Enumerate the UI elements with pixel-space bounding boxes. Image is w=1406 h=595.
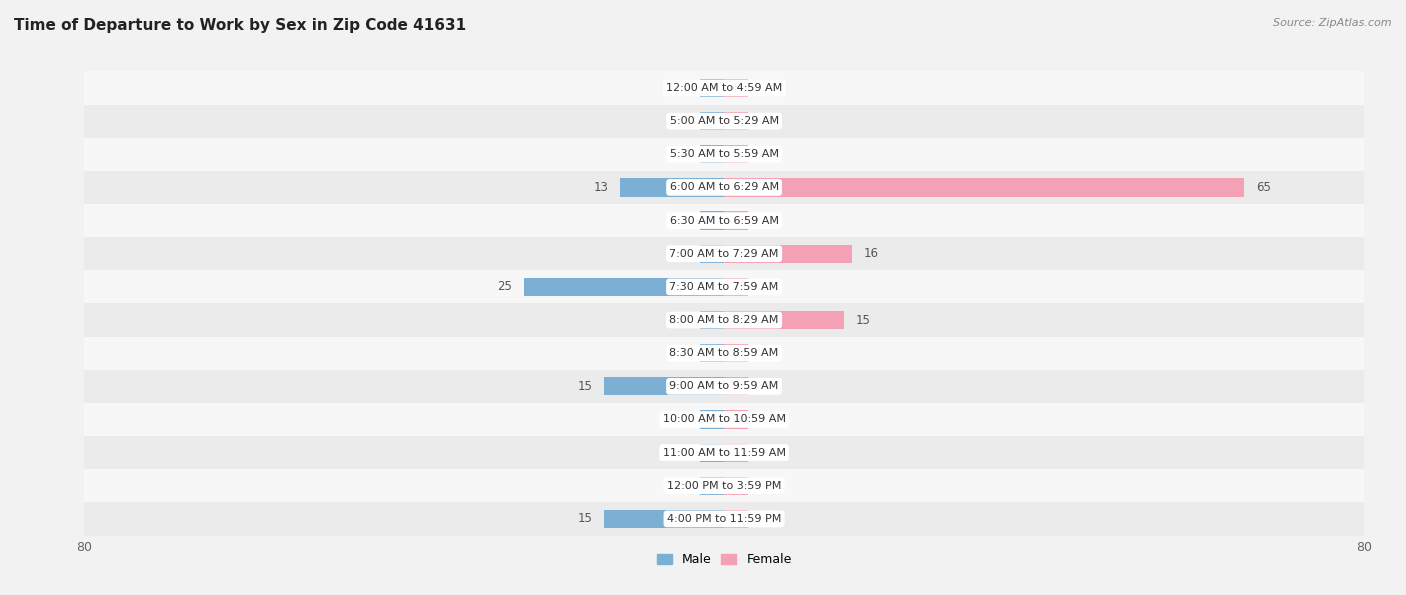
Text: 0: 0 <box>761 214 768 227</box>
Text: 0: 0 <box>681 248 688 260</box>
Bar <box>84 137 1364 171</box>
Bar <box>724 443 748 462</box>
Bar <box>84 171 1364 204</box>
Bar <box>605 510 724 528</box>
Text: 12:00 AM to 4:59 AM: 12:00 AM to 4:59 AM <box>666 83 782 93</box>
Text: 0: 0 <box>681 314 688 327</box>
Bar <box>724 311 844 329</box>
Bar <box>84 204 1364 237</box>
Bar <box>84 270 1364 303</box>
Text: 0: 0 <box>761 380 768 393</box>
Text: 0: 0 <box>681 82 688 95</box>
Bar <box>724 211 748 230</box>
Text: 0: 0 <box>761 413 768 426</box>
Bar <box>84 502 1364 536</box>
Text: 4:00 PM to 11:59 PM: 4:00 PM to 11:59 PM <box>666 514 782 524</box>
Text: 65: 65 <box>1256 181 1271 194</box>
Text: 6:30 AM to 6:59 AM: 6:30 AM to 6:59 AM <box>669 215 779 226</box>
Text: 0: 0 <box>681 480 688 492</box>
Bar <box>724 377 748 396</box>
Text: 0: 0 <box>681 148 688 161</box>
Text: 10:00 AM to 10:59 AM: 10:00 AM to 10:59 AM <box>662 415 786 424</box>
Text: 8:30 AM to 8:59 AM: 8:30 AM to 8:59 AM <box>669 348 779 358</box>
Bar <box>84 105 1364 137</box>
Text: 6:00 AM to 6:29 AM: 6:00 AM to 6:29 AM <box>669 183 779 192</box>
Text: 0: 0 <box>681 413 688 426</box>
Bar <box>700 211 724 230</box>
Bar <box>620 178 724 196</box>
Bar <box>700 79 724 97</box>
Text: 8:00 AM to 8:29 AM: 8:00 AM to 8:29 AM <box>669 315 779 325</box>
Text: Time of Departure to Work by Sex in Zip Code 41631: Time of Departure to Work by Sex in Zip … <box>14 18 467 33</box>
Bar <box>724 344 748 362</box>
Text: 12:00 PM to 3:59 PM: 12:00 PM to 3:59 PM <box>666 481 782 491</box>
Text: 0: 0 <box>761 512 768 525</box>
Bar <box>724 510 748 528</box>
Bar <box>724 411 748 428</box>
Text: 0: 0 <box>681 446 688 459</box>
Bar <box>84 237 1364 270</box>
Text: Source: ZipAtlas.com: Source: ZipAtlas.com <box>1274 18 1392 28</box>
Bar <box>605 377 724 396</box>
Bar <box>700 344 724 362</box>
Bar <box>700 443 724 462</box>
Bar <box>724 79 748 97</box>
Bar <box>724 278 748 296</box>
Text: 13: 13 <box>593 181 609 194</box>
Bar <box>84 469 1364 502</box>
Text: 15: 15 <box>578 380 592 393</box>
Bar <box>724 245 852 263</box>
Bar <box>700 245 724 263</box>
Legend: Male, Female: Male, Female <box>651 548 797 571</box>
Bar <box>700 145 724 164</box>
Text: 16: 16 <box>865 248 879 260</box>
Bar <box>724 145 748 164</box>
Text: 0: 0 <box>761 82 768 95</box>
Text: 0: 0 <box>761 347 768 359</box>
Bar <box>84 369 1364 403</box>
Text: 0: 0 <box>681 214 688 227</box>
Bar <box>84 436 1364 469</box>
Text: 0: 0 <box>761 280 768 293</box>
Text: 15: 15 <box>578 512 592 525</box>
Text: 5:30 AM to 5:59 AM: 5:30 AM to 5:59 AM <box>669 149 779 159</box>
Text: 15: 15 <box>856 314 870 327</box>
Text: 0: 0 <box>761 480 768 492</box>
Bar <box>84 403 1364 436</box>
Bar <box>84 71 1364 105</box>
Text: 5:00 AM to 5:29 AM: 5:00 AM to 5:29 AM <box>669 116 779 126</box>
Bar <box>724 112 748 130</box>
Bar <box>700 411 724 428</box>
Bar <box>84 337 1364 369</box>
Bar <box>84 303 1364 337</box>
Bar <box>700 311 724 329</box>
Text: 7:30 AM to 7:59 AM: 7:30 AM to 7:59 AM <box>669 282 779 292</box>
Text: 25: 25 <box>498 280 512 293</box>
Text: 9:00 AM to 9:59 AM: 9:00 AM to 9:59 AM <box>669 381 779 392</box>
Text: 0: 0 <box>761 148 768 161</box>
Text: 0: 0 <box>761 115 768 127</box>
Text: 0: 0 <box>681 115 688 127</box>
Bar <box>724 477 748 495</box>
Bar <box>524 278 724 296</box>
Bar <box>724 178 1244 196</box>
Text: 11:00 AM to 11:59 AM: 11:00 AM to 11:59 AM <box>662 447 786 458</box>
Text: 0: 0 <box>681 347 688 359</box>
Bar <box>700 477 724 495</box>
Text: 7:00 AM to 7:29 AM: 7:00 AM to 7:29 AM <box>669 249 779 259</box>
Text: 0: 0 <box>761 446 768 459</box>
Bar <box>700 112 724 130</box>
